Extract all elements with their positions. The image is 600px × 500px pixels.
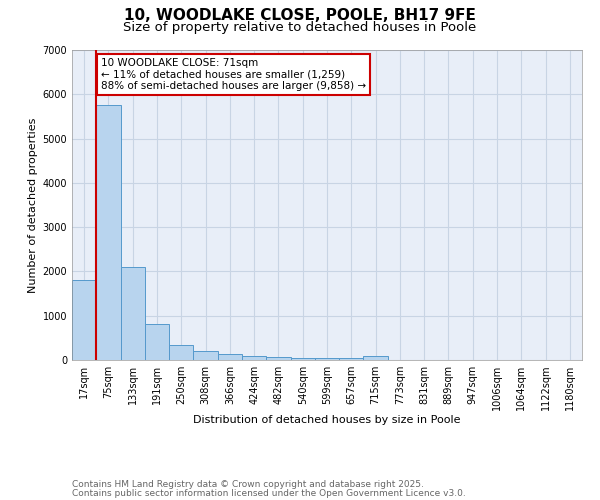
Bar (315, 358, 339, 360)
Y-axis label: Number of detached properties: Number of detached properties (28, 118, 38, 292)
Bar (169, 345, 193, 360)
Bar (364, 356, 388, 360)
Bar (72, 280, 96, 360)
Text: 10, WOODLAKE CLOSE, POOLE, BH17 9FE: 10, WOODLAKE CLOSE, POOLE, BH17 9FE (124, 8, 476, 22)
Bar (145, 324, 169, 360)
Text: 10 WOODLAKE CLOSE: 71sqm
← 11% of detached houses are smaller (1,259)
88% of sem: 10 WOODLAKE CLOSE: 71sqm ← 11% of detach… (101, 58, 366, 91)
Bar (121, 267, 145, 360)
X-axis label: Distribution of detached houses by size in Poole: Distribution of detached houses by size … (193, 414, 461, 424)
Text: Size of property relative to detached houses in Poole: Size of property relative to detached ho… (124, 21, 476, 34)
Bar (242, 356, 266, 360)
Text: Contains public sector information licensed under the Open Government Licence v3: Contains public sector information licen… (72, 488, 466, 498)
Text: Contains HM Land Registry data © Crown copyright and database right 2025.: Contains HM Land Registry data © Crown c… (72, 480, 424, 489)
Bar (266, 357, 290, 360)
Bar (339, 358, 364, 360)
Bar (193, 351, 218, 360)
Bar (290, 358, 315, 360)
Bar (218, 354, 242, 360)
Bar (96, 106, 121, 360)
